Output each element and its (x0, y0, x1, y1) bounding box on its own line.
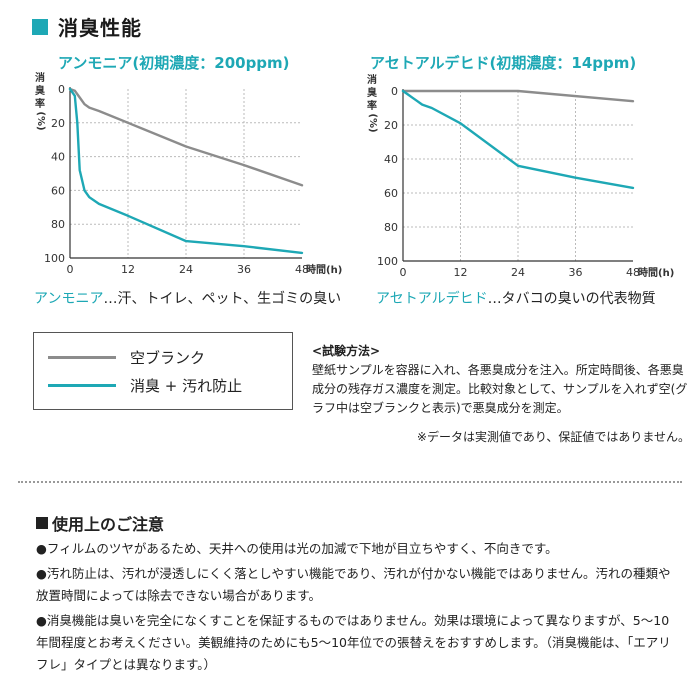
note-item: ●フィルムのツヤがあるため、天井への使用は光の加減で下地が目立ちやすく、不向きで… (36, 541, 558, 556)
note-item: ●汚れ防止は、汚れが浸透しにくく落としやすい機能であり、汚れが付かない機能ではあ… (36, 566, 671, 603)
acetaldehyde-x-tick-label: 12 (454, 266, 468, 279)
section-title: 消臭性能 (58, 16, 142, 40)
ammonia-y-axis-label-char: 率 (35, 97, 45, 110)
legend-label-blank: 空ブランク (130, 349, 206, 367)
ammonia-y-axis-label-unit: (%) (35, 111, 46, 130)
ammonia-x-tick-label: 0 (67, 263, 74, 276)
legend-swatch-treated (48, 384, 116, 387)
ammonia-x-tick-label: 12 (121, 263, 135, 276)
acetaldehyde-x-tick-label: 0 (400, 266, 407, 279)
test-method-body: 壁紙サンプルを容器に入れ、各悪臭成分を注入。所定時間後、各悪臭成分の残存ガス濃度… (312, 363, 688, 415)
ammonia-y-tick-label: 80 (51, 218, 65, 231)
acetaldehyde-series-treated-line (401, 89, 635, 190)
ammonia-x-tick-label: 36 (237, 263, 251, 276)
legend-swatch-blank (48, 356, 116, 359)
ammonia-y-axis-label-char: 消 (35, 71, 45, 84)
usage-notes: ●フィルムのツヤがあるため、天井への使用は光の加減で下地が目立ちやすく、不向きで… (36, 538, 676, 679)
acetaldehyde-y-tick-label: 0 (391, 85, 398, 98)
ammonia-series-treated-line (68, 87, 304, 255)
acetaldehyde-series-blank-line (401, 89, 635, 103)
chart-legend: 空ブランク 消臭 + 汚れ防止 (33, 332, 293, 410)
acetaldehyde-y-tick-label: 100 (377, 255, 398, 268)
data-disclaimer: ※データは実測値であり、保証値ではありません。 (416, 430, 690, 444)
ammonia-y-tick-label: 100 (44, 252, 65, 265)
acetaldehyde-y-tick-label: 60 (384, 187, 398, 200)
ammonia-x-tick-label: 24 (179, 263, 193, 276)
legend-item-blank: 空ブランク (48, 347, 205, 368)
caption-ammonia-highlight: アンモニア (34, 291, 104, 307)
ammonia-y-axis-label-char: 臭 (35, 84, 45, 97)
acetaldehyde-y-axis-label-unit: (%) (367, 113, 378, 132)
acetaldehyde-x-axis-label: 時間(h) (638, 266, 674, 279)
caption-acetaldehyde-text: …タバコの臭いの代表物質 (487, 291, 656, 307)
ammonia-y-tick-label: 40 (51, 151, 65, 164)
note-item: ●消臭機能は臭いを完全になくすことを保証するものではありません。効果は環境によっ… (36, 613, 671, 672)
acetaldehyde-y-axis-label-char: 臭 (367, 86, 377, 99)
acetaldehyde-x-tick-label: 48 (626, 266, 640, 279)
ammonia-y-tick-label: 60 (51, 184, 65, 197)
section-header: 消臭性能 (32, 12, 142, 41)
acetaldehyde-y-axis-label-char: 消 (367, 73, 377, 86)
heading-square-icon (36, 517, 48, 529)
caption-ammonia-text: …汗、トイレ、ペット、生ゴミの臭い (103, 291, 342, 307)
test-method-title: <試験方法> (312, 344, 381, 358)
notes-heading: 使用上のご注意 (36, 511, 164, 535)
ammonia-y-tick-label: 20 (51, 117, 65, 130)
acetaldehyde-y-tick-label: 40 (384, 153, 398, 166)
chart-title-ammonia: アンモニア(初期濃度：200ppm) (58, 54, 290, 72)
caption-ammonia: アンモニア…汗、トイレ、ペット、生ゴミの臭い (34, 288, 341, 308)
acetaldehyde-y-tick-label: 20 (384, 119, 398, 132)
dotted-divider (18, 481, 682, 483)
ammonia-x-axis-label: 時間(h) (306, 263, 342, 276)
caption-acetaldehyde-highlight: アセトアルデヒド (376, 291, 488, 307)
acetaldehyde-y-tick-label: 80 (384, 221, 398, 234)
title-square-icon (32, 18, 48, 35)
legend-label-treated: 消臭 + 汚れ防止 (130, 377, 243, 395)
acetaldehyde-x-tick-label: 36 (569, 266, 583, 279)
ammonia-series-blank-line (68, 87, 304, 187)
legend-item-treated: 消臭 + 汚れ防止 (48, 375, 242, 396)
caption-acetaldehyde: アセトアルデヒド…タバコの臭いの代表物質 (376, 288, 656, 308)
chart-title-acetaldehyde: アセトアルデヒド(初期濃度：14ppm) (370, 54, 637, 72)
test-method: <試験方法> 壁紙サンプルを容器に入れ、各悪臭成分を注入。所定時間後、各悪臭成分… (312, 342, 692, 418)
acetaldehyde-y-axis-label-char: 率 (367, 99, 377, 112)
ammonia-x-tick-label: 48 (295, 263, 309, 276)
notes-heading-text: 使用上のご注意 (52, 515, 165, 534)
acetaldehyde-x-tick-label: 24 (511, 266, 525, 279)
ammonia-y-tick-label: 0 (58, 83, 65, 96)
